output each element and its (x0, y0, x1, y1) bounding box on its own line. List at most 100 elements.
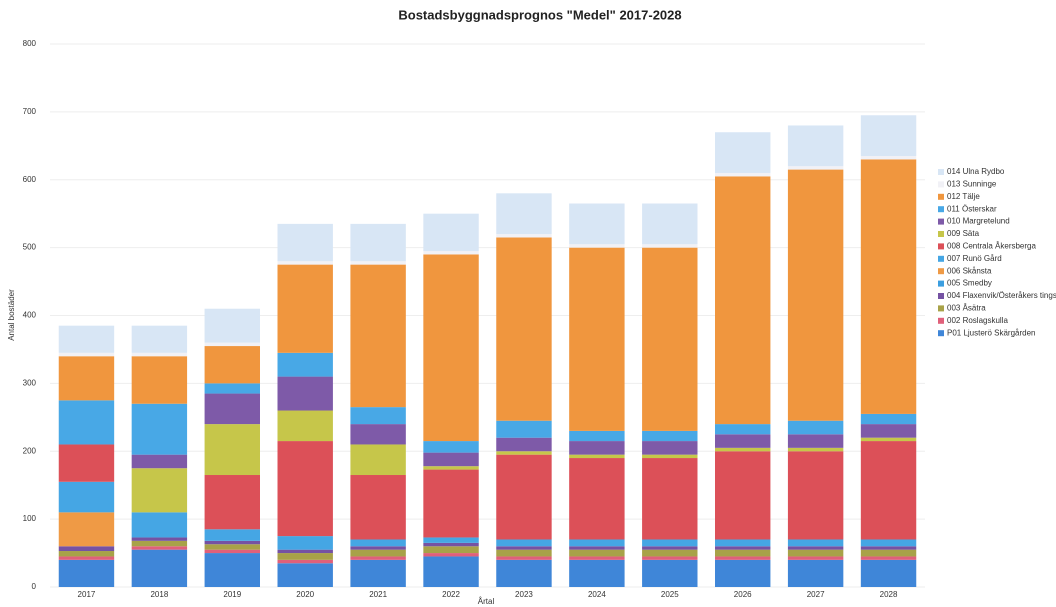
bar-segment (860, 441, 917, 540)
bar-segment (715, 172, 771, 177)
bar-segment (569, 247, 625, 431)
legend-label: 006 Skånsta (947, 266, 992, 275)
bar-segment (715, 434, 771, 448)
legend-label: 003 Åsätra (947, 304, 986, 313)
y-tick-label: 500 (23, 243, 37, 252)
bar-segment (131, 549, 188, 587)
bar-segment (204, 529, 260, 541)
bar-segment (642, 430, 698, 442)
y-tick-label: 400 (23, 311, 37, 320)
bar-segment (131, 454, 188, 469)
legend-label: 010 Margretelund (947, 217, 1010, 226)
bar-segment (496, 237, 552, 421)
bar-segment (569, 441, 625, 455)
bar-segment (277, 410, 333, 442)
bar-segment (277, 352, 333, 377)
legend-swatch (938, 268, 944, 275)
bar-segment (423, 441, 479, 453)
bar-segment (131, 537, 188, 541)
legend-swatch (938, 293, 944, 299)
bar-segment (204, 346, 260, 384)
x-tick-label: 2017 (78, 590, 96, 599)
bar-segment (787, 539, 844, 547)
bar-segment (496, 539, 552, 547)
y-tick-label: 100 (23, 514, 37, 523)
bar-segment (642, 559, 698, 587)
bar-segment (860, 437, 917, 442)
bar-segment (131, 356, 188, 404)
bar-segment (423, 469, 479, 538)
bar-segment (860, 559, 917, 587)
bar-segment (642, 539, 698, 547)
legend-swatch (938, 206, 944, 213)
bar-segment (496, 546, 552, 550)
x-tick-label: 2024 (588, 590, 606, 599)
bar-segment (423, 553, 479, 557)
bar-segment (423, 546, 479, 554)
y-tick-label: 800 (23, 39, 37, 48)
bar-segment (496, 420, 552, 438)
bar-segment (423, 251, 479, 255)
bar-segment (496, 549, 552, 557)
legend-label: 002 Roslagskulla (947, 316, 1008, 325)
bar-segment (642, 549, 698, 557)
bar-segment (204, 342, 260, 347)
bar-segment (787, 559, 844, 587)
bar-segment (350, 264, 406, 408)
bar-segment (58, 559, 115, 587)
bar-segment (350, 424, 406, 445)
legend-label: 014 Ulna Rydbo (947, 167, 1005, 176)
bar-segment (204, 475, 260, 530)
bar-segment (715, 447, 771, 452)
bar-segment (642, 244, 698, 248)
bar-segment (277, 549, 333, 554)
bar-segment (277, 441, 333, 537)
bar-segment (204, 424, 260, 476)
bar-segment (204, 308, 260, 343)
bar-segment (787, 125, 844, 167)
bar-segment (569, 546, 625, 550)
bar-segment (569, 556, 625, 560)
bar-segment (715, 549, 771, 557)
bar-segment (58, 481, 115, 513)
bar-segment (204, 549, 260, 554)
bar-segment (277, 261, 333, 265)
bar-segment (860, 539, 917, 547)
bar-segment (715, 451, 771, 540)
bar-segment (787, 546, 844, 550)
bar-segment (350, 475, 406, 540)
bar-segment (58, 400, 115, 445)
bar-segment (277, 553, 333, 560)
bar-segment (277, 559, 333, 564)
y-tick-label: 0 (32, 582, 37, 591)
y-axis-label: Antal bostäder (7, 289, 16, 341)
bar-segment (715, 546, 771, 550)
legend-swatch (938, 193, 944, 200)
bar-segment (423, 556, 479, 587)
legend-swatch (938, 181, 944, 188)
bar-segment (350, 559, 406, 587)
legend-swatch (938, 255, 944, 262)
x-tick-label: 2028 (880, 590, 898, 599)
legend-label: 005 Smedby (947, 279, 992, 288)
x-tick-label: 2019 (223, 590, 241, 599)
bar-segment (860, 549, 917, 557)
bar-segment (350, 261, 406, 265)
bar-segment (715, 132, 771, 173)
legend-swatch (938, 169, 944, 175)
bar-segment (860, 413, 917, 425)
bar-segment (131, 403, 188, 455)
bar-segment (277, 223, 333, 262)
bar-segment (350, 444, 406, 476)
bar-segment (423, 542, 479, 547)
bar-segment (496, 451, 552, 455)
y-tick-label: 300 (23, 378, 37, 387)
bar-segment (860, 556, 917, 560)
bar-segment (715, 559, 771, 587)
bar-segment (569, 559, 625, 587)
legend-label: P01 Ljusterö Skärgården (947, 328, 1036, 337)
bar-segment (131, 325, 188, 353)
x-axis-label: Årtal (478, 597, 495, 606)
bar-segment (642, 458, 698, 540)
bar-segment (496, 454, 552, 540)
